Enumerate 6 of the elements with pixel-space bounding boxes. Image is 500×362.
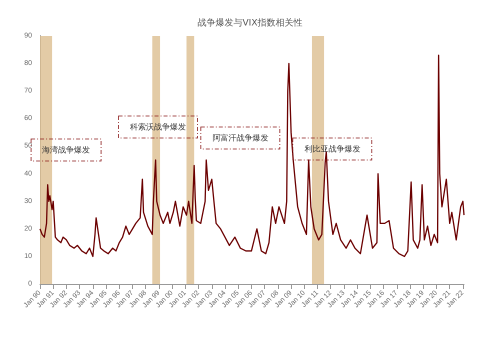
chart-title: 战争爆发与VIX指数相关性 [198, 18, 302, 28]
line-series [39, 54, 465, 258]
annotation: 科索沃战争爆发 [130, 122, 186, 132]
annotation: 海湾战争爆发 [42, 146, 90, 154]
annotation: 利比亚战争爆发 [304, 144, 360, 154]
annotation: 阿富汗战争爆发 [212, 134, 268, 142]
